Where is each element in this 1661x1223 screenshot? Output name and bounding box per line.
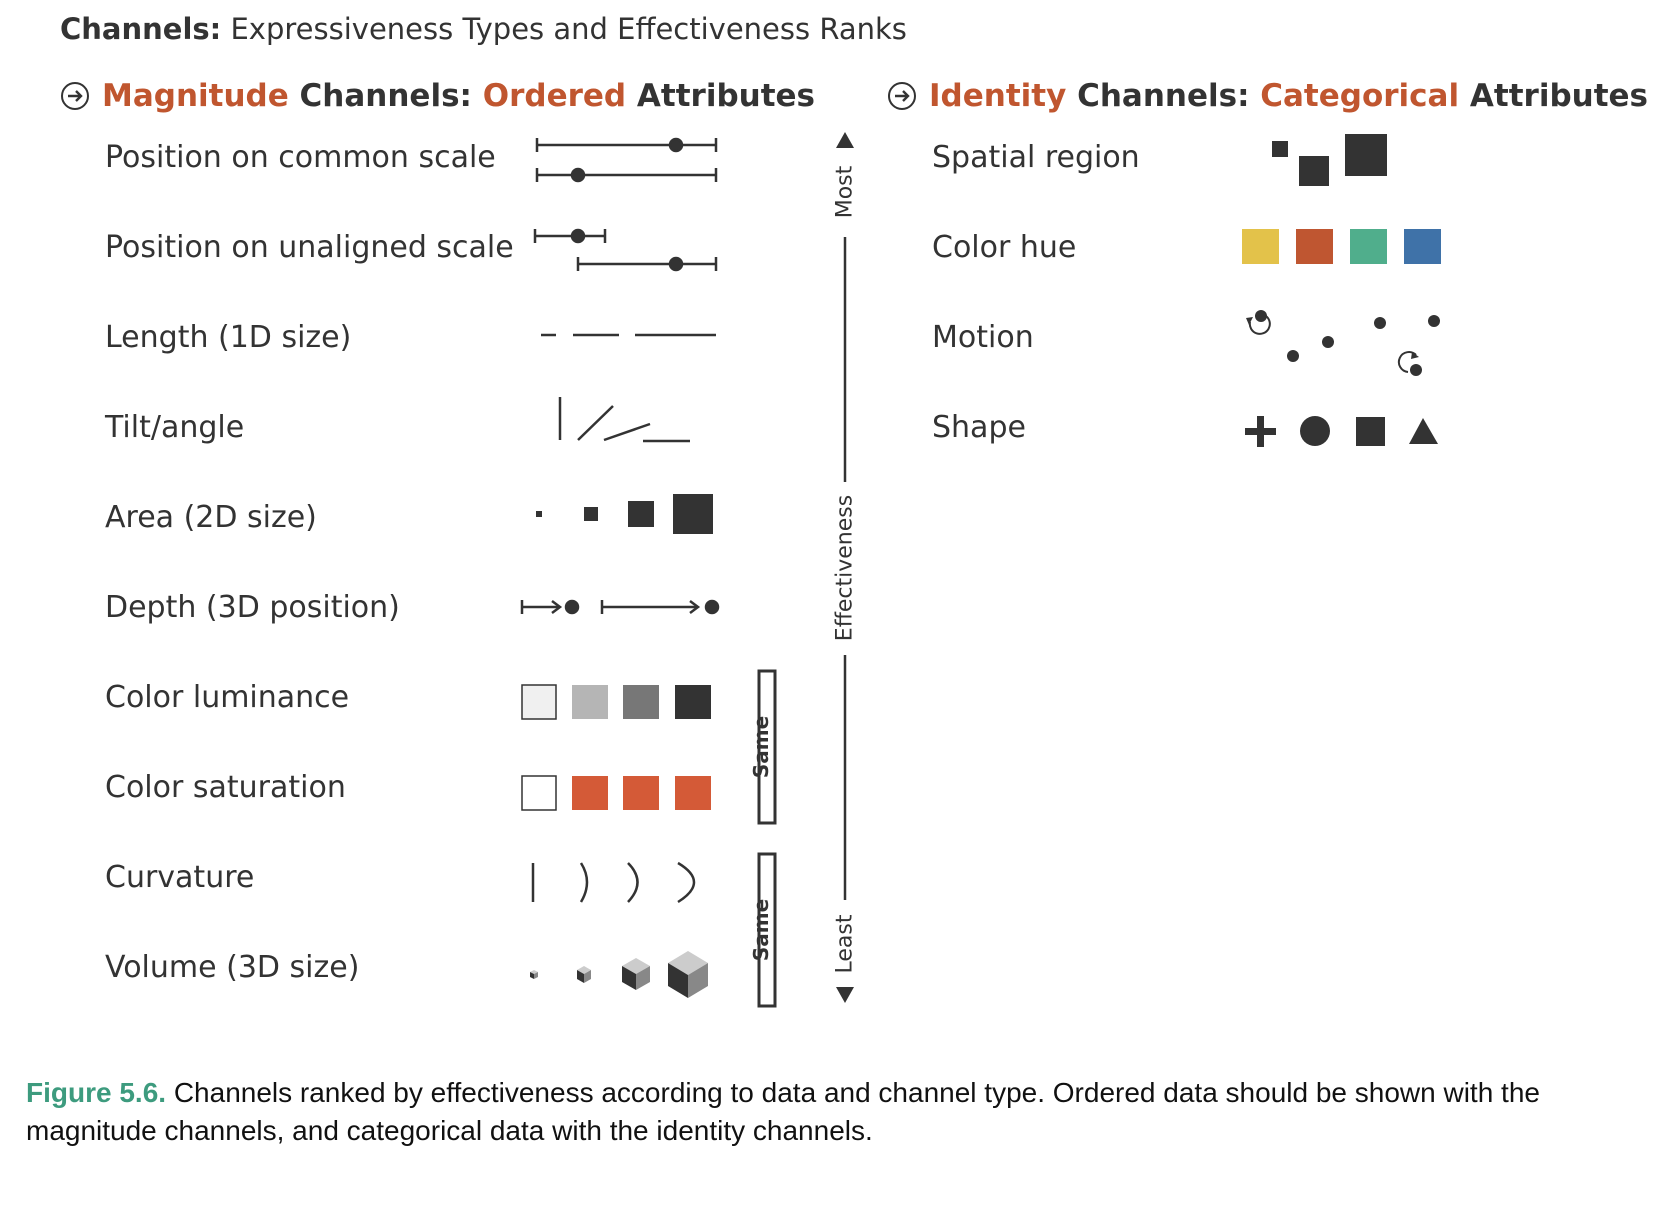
shape-glyph — [1245, 416, 1438, 447]
channel-label-tilt: Tilt/angle — [105, 410, 245, 445]
color-hue-glyph — [1242, 229, 1441, 264]
channel-label-curvature: Curvature — [105, 860, 255, 895]
spatial-region-glyph — [1272, 134, 1387, 186]
magnitude-channels-word: Channels: — [288, 78, 483, 114]
same-label-2: Same — [749, 898, 773, 962]
main-title: Channels: Expressiveness Types and Effec… — [60, 12, 907, 46]
channel-label-color-hue: Color hue — [932, 230, 1077, 265]
axis-label-least: Least — [832, 914, 858, 974]
curvature-glyph — [531, 861, 696, 904]
same-bracket-2 — [757, 852, 777, 1008]
circled-arrow-icon — [888, 82, 916, 110]
channel-label-area: Area (2D size) — [105, 500, 317, 535]
channel-label-shape: Shape — [932, 410, 1026, 445]
axis-label-effectiveness: Effectiveness — [832, 494, 858, 642]
channel-label-motion: Motion — [932, 320, 1034, 355]
effectiveness-axis — [836, 132, 854, 1003]
main-title-rest: Expressiveness Types and Effectiveness R… — [221, 12, 907, 46]
motion-glyph — [1246, 310, 1440, 376]
axis-label-most: Most — [832, 165, 858, 219]
identity-section-header: Identity Channels: Categorical Attribute… — [887, 78, 1648, 114]
channel-label-luminance: Color luminance — [105, 680, 350, 715]
ordered-word: Ordered — [482, 78, 627, 114]
channel-label-depth: Depth (3D position) — [105, 590, 400, 625]
circled-arrow-icon — [61, 82, 89, 110]
same-bracket-1 — [757, 669, 777, 825]
channel-glyphs — [520, 132, 1441, 1008]
figure-number: Figure 5.6. — [26, 1077, 167, 1108]
depth-glyph — [520, 599, 720, 615]
channel-label-position-common: Position on common scale — [105, 140, 496, 175]
magnitude-section-header: Magnitude Channels: Ordered Attributes — [60, 78, 815, 114]
identity-channels-word: Channels: — [1066, 78, 1261, 114]
magnitude-word: Magnitude — [102, 78, 289, 114]
area-glyph — [536, 494, 713, 534]
channel-label-position-unaligned: Position on unaligned scale — [105, 230, 514, 265]
luminance-glyph — [521, 684, 711, 720]
figure-caption: Figure 5.6. Channels ranked by effective… — [26, 1074, 1646, 1150]
channel-label-length: Length (1D size) — [105, 320, 352, 355]
same-label-1: Same — [749, 715, 773, 779]
volume-glyph — [530, 951, 708, 998]
position-unaligned-glyph — [533, 228, 718, 272]
attributes-word: Attributes — [626, 78, 816, 114]
position-common-glyph — [535, 137, 718, 183]
attributes-word: Attributes — [1459, 78, 1649, 114]
saturation-glyph — [521, 775, 711, 811]
channel-label-saturation: Color saturation — [105, 770, 346, 805]
main-title-bold: Channels: — [60, 12, 222, 46]
channel-label-volume: Volume (3D size) — [105, 950, 360, 985]
down-arrow-icon — [836, 987, 854, 1003]
tilt-glyph — [558, 397, 690, 443]
up-arrow-icon — [836, 132, 854, 148]
categorical-word: Categorical — [1260, 78, 1460, 114]
caption-text: Channels ranked by effectiveness accordi… — [26, 1077, 1540, 1146]
channel-label-spatial-region: Spatial region — [932, 140, 1140, 175]
identity-word: Identity — [929, 78, 1067, 114]
